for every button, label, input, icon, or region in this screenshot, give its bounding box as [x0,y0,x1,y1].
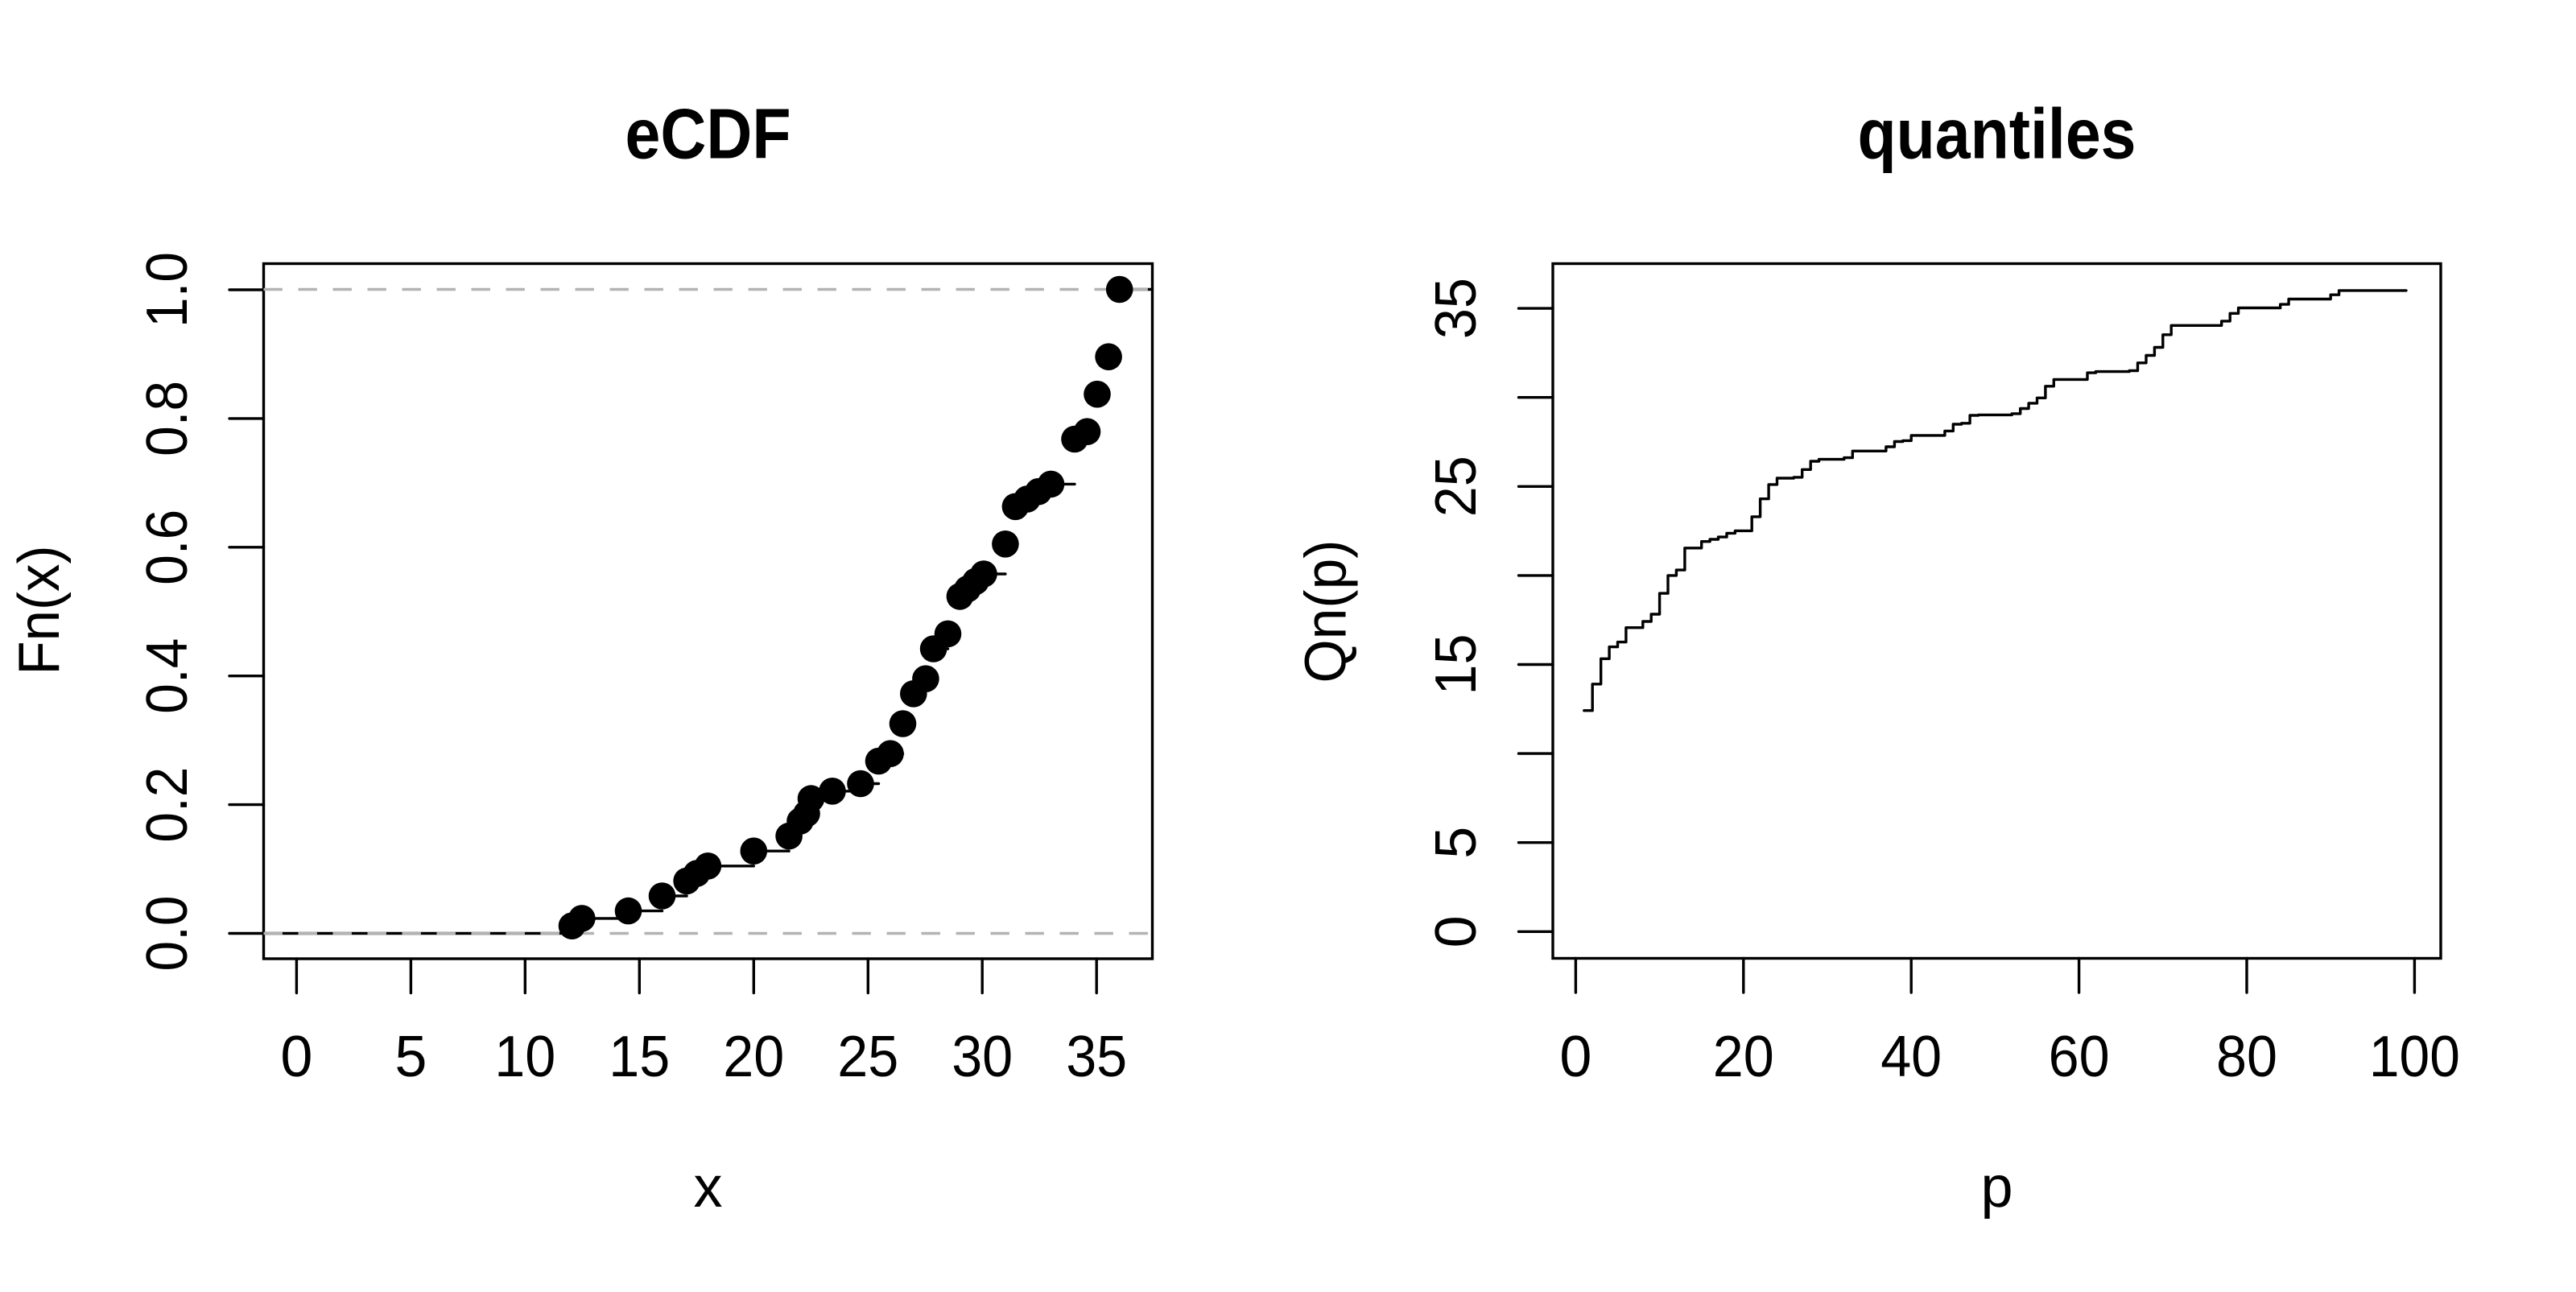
svg-text:60: 60 [2049,1025,2110,1089]
svg-text:35: 35 [1066,1025,1127,1089]
svg-text:0: 0 [1559,1025,1591,1089]
svg-text:Qn(p): Qn(p) [1294,540,1359,683]
svg-text:quantiles: quantiles [1858,93,2136,173]
svg-text:35: 35 [1424,278,1488,339]
svg-text:0: 0 [280,1025,312,1089]
svg-text:80: 80 [2216,1025,2277,1089]
svg-text:100: 100 [2369,1025,2460,1089]
svg-text:0.4: 0.4 [135,638,200,714]
svg-text:Fn(x): Fn(x) [7,546,72,675]
svg-text:x: x [694,1155,723,1220]
svg-text:0.8: 0.8 [135,381,200,456]
svg-text:10: 10 [494,1025,555,1089]
svg-text:40: 40 [1880,1025,1942,1089]
svg-text:0.2: 0.2 [135,767,200,843]
svg-text:0: 0 [1424,915,1488,947]
svg-text:p: p [1980,1155,2013,1220]
svg-text:25: 25 [837,1025,898,1089]
svg-text:eCDF: eCDF [625,93,791,173]
svg-text:20: 20 [723,1025,784,1089]
svg-text:0.0: 0.0 [135,896,200,972]
svg-text:5: 5 [394,1025,427,1089]
svg-text:15: 15 [609,1025,670,1089]
svg-text:20: 20 [1713,1025,1774,1089]
svg-text:5: 5 [1424,827,1488,859]
svg-text:0.6: 0.6 [135,510,200,585]
svg-text:25: 25 [1424,456,1488,517]
svg-text:30: 30 [952,1025,1013,1089]
svg-text:15: 15 [1424,634,1488,696]
svg-text:1.0: 1.0 [135,252,200,328]
